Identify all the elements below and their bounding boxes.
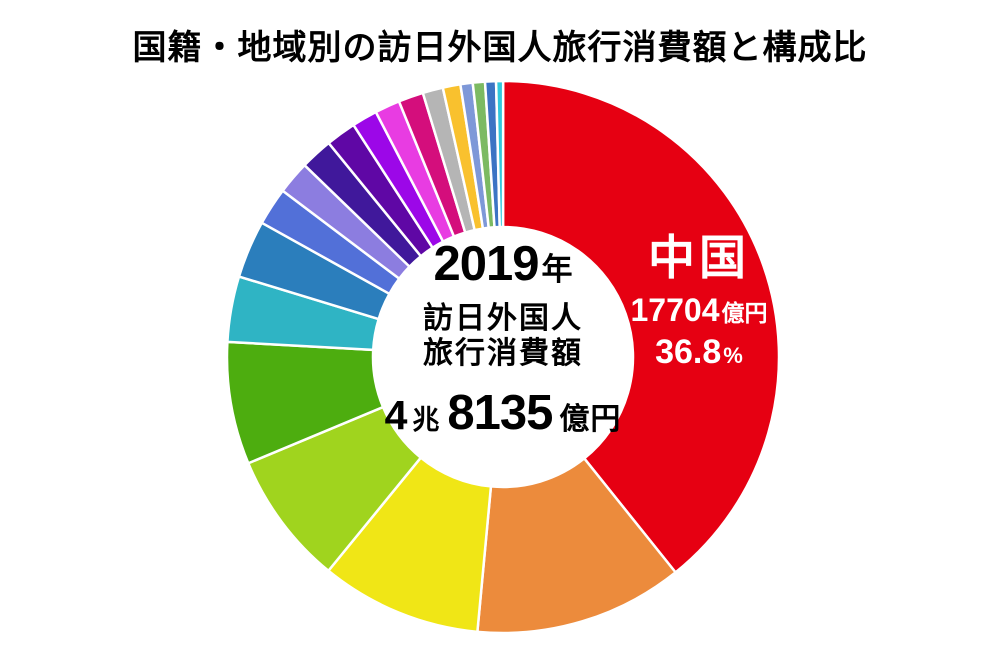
- highlight-value: 17704: [630, 292, 720, 328]
- highlight-pct-line: 36.8%: [631, 335, 768, 369]
- highlight-country-name: 中国: [647, 231, 750, 284]
- total-oku-value: 8135: [447, 386, 553, 440]
- year-line: 2019年: [338, 240, 668, 289]
- highlight-pct-unit: %: [723, 343, 743, 368]
- year-value: 2019: [433, 237, 539, 291]
- highlight-pct: 36.8: [655, 333, 722, 371]
- center-desc-line1: 訪日外国人: [423, 302, 583, 335]
- center-label: 2019年 訪日外国人 旅行消費額 4 兆 8135 億円: [338, 240, 668, 438]
- total-cho-unit: 兆: [412, 405, 440, 435]
- pie-segment-1-中国: [501, 79, 781, 575]
- year-unit: 年: [541, 252, 573, 287]
- center-desc-line2: 旅行消費額: [423, 337, 583, 370]
- pie-segment-2: [476, 456, 678, 635]
- pie-segment-20: [494, 79, 505, 229]
- total-oku-unit: 億円: [559, 403, 622, 436]
- highlight-value-unit: 億円: [721, 300, 768, 326]
- highlight-value-line: 17704億円: [631, 294, 768, 326]
- highlight-label-china: 中国 17704億円 36.8%: [631, 234, 768, 369]
- total-cho-value: 4: [384, 392, 408, 438]
- total-amount: 4 兆 8135 億円: [338, 389, 668, 438]
- chart-title: 国籍・地域別の訪日外国人旅行消費額と構成比: [132, 29, 868, 67]
